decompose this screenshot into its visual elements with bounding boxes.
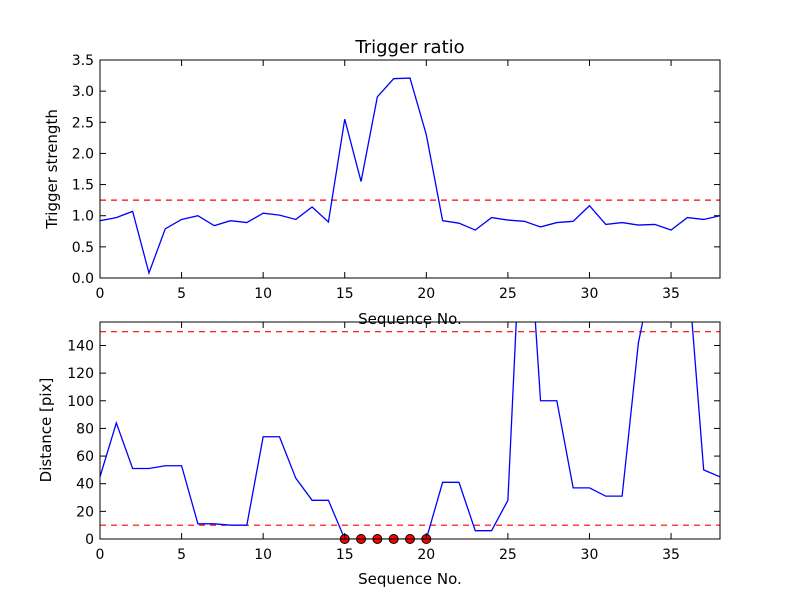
y-tick-label: 80 [76,421,94,437]
series-line [100,77,720,276]
x-tick-label: 0 [96,547,105,563]
x-tick-label: 5 [177,547,186,563]
x-tick-label: 10 [254,547,272,563]
y-tick-label: 120 [67,366,94,382]
y-tick-label: 3.0 [72,84,94,100]
x-tick-label: 30 [581,547,599,563]
x-tick-label: 35 [662,547,680,563]
distance-panel: Sequence No. Distance [pix] 0 5 10 15 20 25 30… [37,321,721,588]
y-tick-label: 2.0 [72,146,94,162]
trigger-ratio-panel: Trigger ratio Sequence No. Trigger stren… [43,37,721,328]
x-tick-label: 20 [417,286,435,302]
x-tick-label: 25 [499,286,517,302]
x-tick-label: 0 [96,286,105,302]
x-tick-label: 5 [177,286,186,302]
y-tick-label: 2.5 [72,115,94,131]
y-tick-label: 100 [67,394,94,410]
series-line [100,322,720,539]
y-tick-label: 3.5 [72,53,94,69]
y-tick-label: 40 [76,477,94,493]
x-tick-label: 25 [499,547,517,563]
x-axis-label: Sequence No. [358,570,462,588]
y-axis-label: Distance [pix] [37,378,55,483]
x-tick-label: 10 [254,286,272,302]
y-tick-label: 60 [76,449,94,465]
x-tick-label: 35 [662,286,680,302]
x-axis-label: Sequence No. [358,310,462,328]
y-tick-label: 140 [67,338,94,354]
plot-area [100,322,720,539]
y-tick-label: 0 [85,532,94,548]
y-tick-label: 1.5 [72,178,94,194]
y-tick-label: 20 [76,504,94,520]
y-tick-label: 0.0 [72,271,94,287]
y-axis-label: Trigger strength [43,109,61,230]
axes-frame [99,321,721,540]
axes-frame [99,59,721,279]
x-tick-label: 15 [336,286,354,302]
x-tick-label: 30 [581,286,599,302]
x-tick-label: 20 [417,547,435,563]
x-tick-label: 15 [336,547,354,563]
y-tick-label: 0.5 [72,240,94,256]
plot-area [100,77,720,276]
y-tick-label: 1.0 [72,209,94,225]
chart-title: Trigger ratio [354,37,464,58]
